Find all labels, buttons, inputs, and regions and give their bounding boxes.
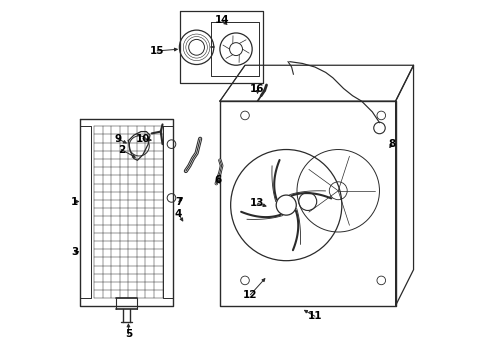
Text: 3: 3 [71, 247, 78, 257]
Text: 1: 1 [71, 197, 78, 207]
Text: 12: 12 [243, 290, 258, 300]
Text: 11: 11 [308, 311, 322, 321]
Text: 16: 16 [250, 84, 265, 94]
Text: 9: 9 [114, 134, 121, 144]
Text: 4: 4 [175, 209, 182, 219]
Text: 14: 14 [215, 15, 229, 26]
Text: 8: 8 [389, 139, 395, 149]
Text: 7: 7 [175, 197, 182, 207]
Text: 2: 2 [118, 144, 125, 154]
Text: 13: 13 [250, 198, 265, 208]
Text: 15: 15 [150, 46, 164, 56]
Text: 10: 10 [136, 134, 150, 144]
Text: 6: 6 [215, 175, 222, 185]
Text: 5: 5 [125, 329, 132, 339]
